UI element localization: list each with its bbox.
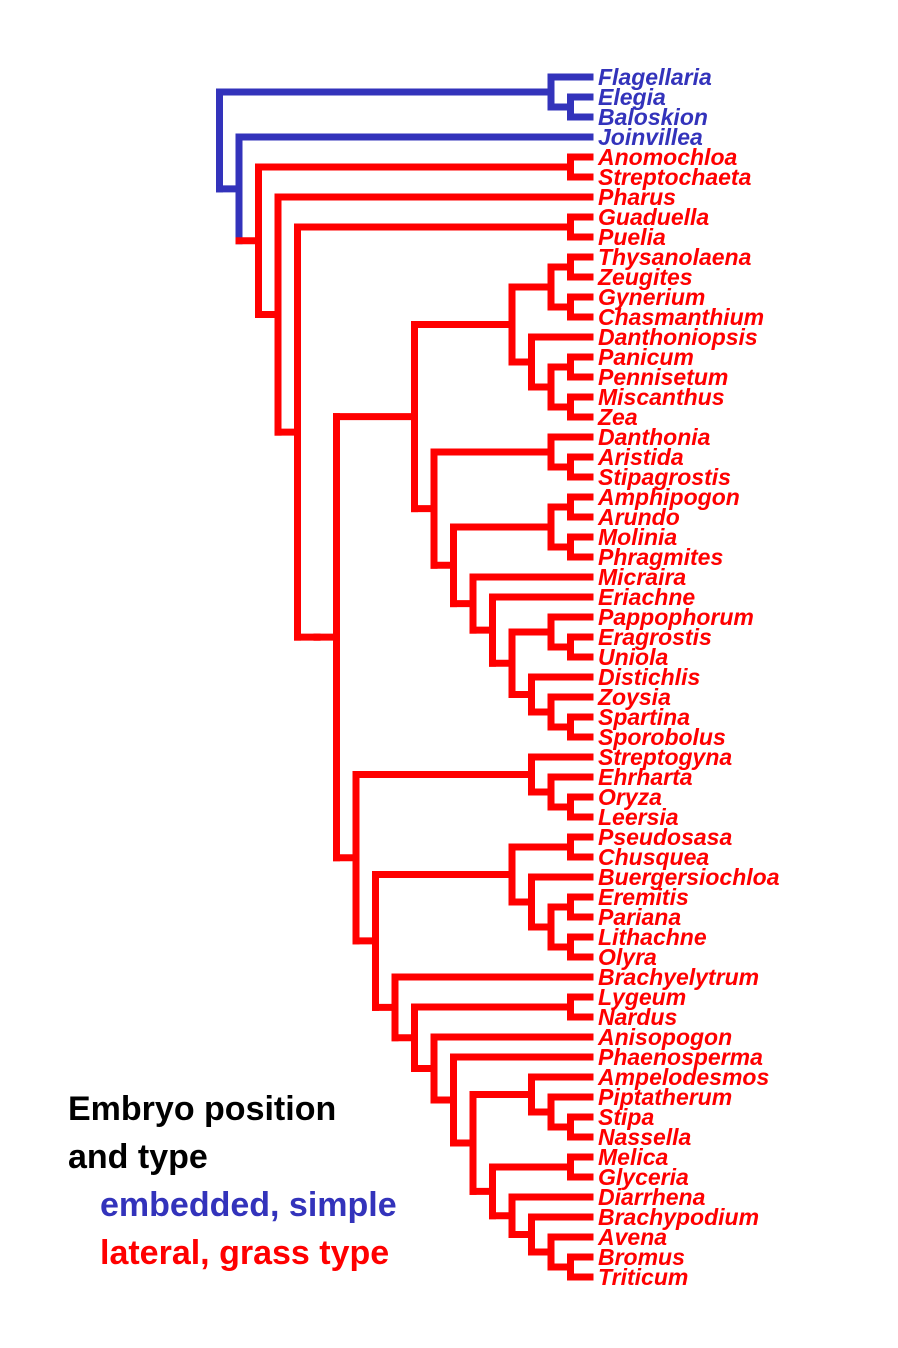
- taxon-label-pennisetum: Pennisetum: [598, 364, 728, 390]
- taxon-label-piptatherum: Piptatherum: [598, 1084, 732, 1110]
- taxon-label-olyra: Olyra: [598, 944, 657, 970]
- taxon-label-nardus: Nardus: [598, 1004, 677, 1030]
- taxon-label-oryza: Oryza: [598, 784, 662, 810]
- taxon-label-eremitis: Eremitis: [598, 884, 689, 910]
- taxon-label-zoysia: Zoysia: [597, 684, 671, 710]
- taxon-label-arundo: Arundo: [597, 504, 680, 530]
- taxon-label-pharus: Pharus: [598, 184, 676, 210]
- taxon-label-chusquea: Chusquea: [598, 844, 709, 870]
- taxon-label-zea: Zea: [597, 404, 638, 430]
- taxon-label-buergersiochloa: Buergersiochloa: [598, 864, 780, 890]
- taxon-label-avena: Avena: [597, 1224, 667, 1250]
- taxon-label-eragrostis: Eragrostis: [598, 624, 712, 650]
- taxon-label-molinia: Molinia: [598, 524, 677, 550]
- taxon-label-phaenosperma: Phaenosperma: [598, 1044, 763, 1070]
- legend-title-line1: Embryo position: [68, 1090, 337, 1128]
- taxon-label-danthonia: Danthonia: [598, 424, 711, 450]
- taxon-label-zeugites: Zeugites: [597, 264, 693, 290]
- taxon-label-sporobolus: Sporobolus: [598, 724, 726, 750]
- taxon-label-brachypodium: Brachypodium: [598, 1204, 759, 1230]
- taxon-label-amphipogon: Amphipogon: [597, 484, 740, 510]
- taxon-label-streptogyna: Streptogyna: [598, 744, 732, 770]
- taxon-label-micraira: Micraira: [598, 564, 686, 590]
- taxon-label-gynerium: Gynerium: [598, 284, 705, 310]
- taxon-label-panicum: Panicum: [598, 344, 694, 370]
- taxon-label-danthoniopsis: Danthoniopsis: [598, 324, 758, 350]
- taxon-label-lygeum: Lygeum: [598, 984, 686, 1010]
- taxon-label-brachyelytrum: Brachyelytrum: [598, 964, 759, 990]
- legend-embedded-label: embedded, simple: [100, 1186, 397, 1224]
- taxon-label-nassella: Nassella: [598, 1124, 692, 1150]
- taxon-label-aristida: Aristida: [597, 444, 684, 470]
- taxon-label-flagellaria: Flagellaria: [598, 64, 712, 90]
- taxon-label-glyceria: Glyceria: [598, 1164, 689, 1190]
- taxon-label-chasmanthium: Chasmanthium: [598, 304, 764, 330]
- taxon-label-pariana: Pariana: [598, 904, 681, 930]
- taxon-label-leersia: Leersia: [598, 804, 679, 830]
- taxon-label-eriachne: Eriachne: [598, 584, 695, 610]
- legend-title-line2: and type: [68, 1138, 208, 1176]
- taxon-label-streptochaeta: Streptochaeta: [598, 164, 752, 190]
- taxon-label-thysanolaena: Thysanolaena: [598, 244, 752, 270]
- taxon-label-stipa: Stipa: [598, 1104, 654, 1130]
- taxon-label-puelia: Puelia: [598, 224, 666, 250]
- taxon-label-guaduella: Guaduella: [598, 204, 709, 230]
- taxon-label-miscanthus: Miscanthus: [598, 384, 725, 410]
- taxon-label-pappophorum: Pappophorum: [598, 604, 754, 630]
- taxon-label-anisopogon: Anisopogon: [597, 1024, 732, 1050]
- taxon-label-anomochloa: Anomochloa: [597, 144, 737, 170]
- taxon-label-diarrhena: Diarrhena: [598, 1184, 706, 1210]
- legend-lateral-label: lateral, grass type: [100, 1234, 390, 1272]
- taxon-label-joinvillea: Joinvillea: [598, 124, 703, 150]
- taxon-label-melica: Melica: [598, 1144, 669, 1170]
- taxon-label-spartina: Spartina: [598, 704, 690, 730]
- taxon-label-baloskion: Baloskion: [598, 104, 708, 130]
- taxon-label-bromus: Bromus: [598, 1244, 685, 1270]
- taxon-label-distichlis: Distichlis: [598, 664, 700, 690]
- legend: Embryo position and type embedded, simpl…: [68, 1085, 397, 1277]
- taxon-label-lithachne: Lithachne: [598, 924, 707, 950]
- taxon-label-phragmites: Phragmites: [598, 544, 723, 570]
- taxon-label-ehrharta: Ehrharta: [598, 764, 693, 790]
- taxon-label-stipagrostis: Stipagrostis: [598, 464, 731, 490]
- taxon-label-pseudosasa: Pseudosasa: [598, 824, 732, 850]
- taxon-label-ampelodesmos: Ampelodesmos: [597, 1064, 769, 1090]
- taxon-label-uniola: Uniola: [598, 644, 668, 670]
- taxon-label-elegia: Elegia: [598, 84, 666, 110]
- taxon-label-triticum: Triticum: [598, 1264, 688, 1290]
